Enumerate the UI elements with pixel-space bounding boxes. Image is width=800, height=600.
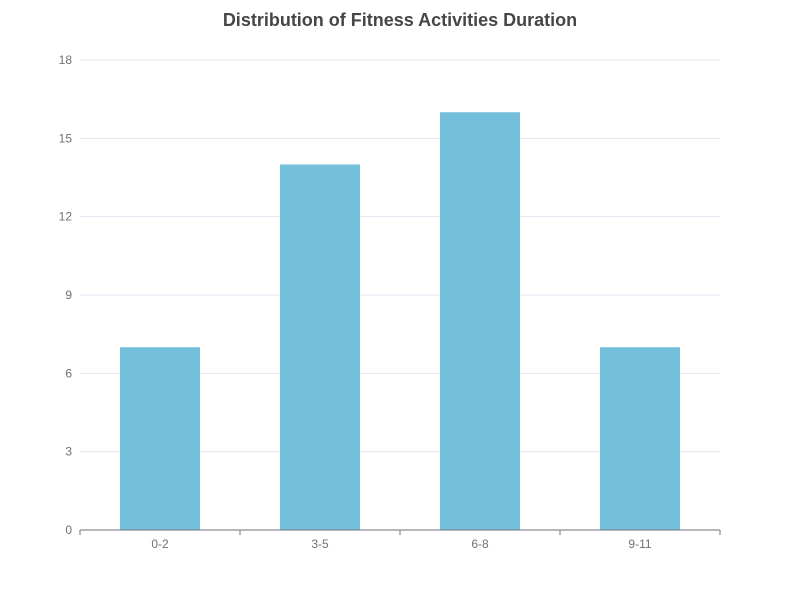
x-tick-label: 9-11: [628, 537, 651, 551]
chart-title: Distribution of Fitness Activities Durat…: [222, 10, 578, 30]
bar: [440, 112, 520, 530]
y-tick-label: 0: [65, 523, 72, 537]
bars: [120, 112, 680, 530]
y-tick-label: 15: [59, 131, 73, 145]
x-tick-label: 6-8: [471, 537, 489, 551]
bar: [600, 347, 680, 530]
axes: [79, 529, 721, 535]
x-tick-label: 0-2: [151, 537, 169, 551]
y-tick-label: 12: [59, 210, 73, 224]
bar: [280, 164, 360, 530]
y-tick-label: 9: [65, 288, 72, 302]
x-tick-label: 3-5: [311, 537, 329, 551]
bar: [120, 347, 200, 530]
y-tick-label: 18: [59, 53, 73, 67]
y-tick-label: 3: [65, 445, 72, 459]
y-tick-label: 6: [65, 366, 72, 380]
tick-labels: 0 3 6 9 12 15 18 0-2 3-5 6-8 9-11: [59, 53, 652, 551]
